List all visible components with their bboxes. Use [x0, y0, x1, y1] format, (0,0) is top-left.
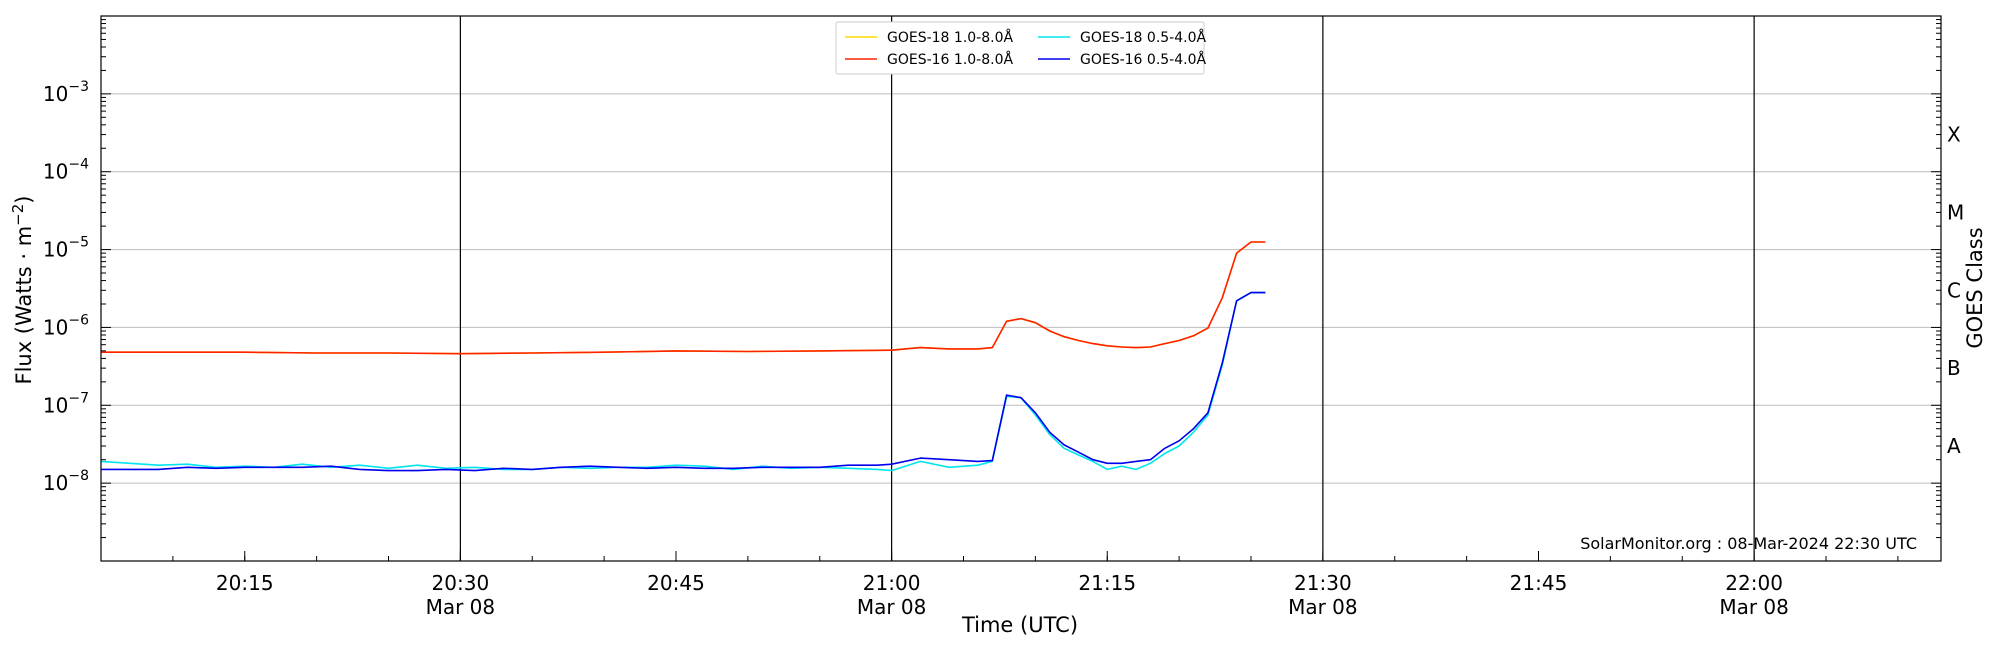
- axis-ticks: [100, 19, 1941, 562]
- y-tick-label: 10−5: [43, 235, 89, 262]
- legend-label: GOES-16 0.5-4.0Å: [1080, 51, 1206, 68]
- x-tick-label: 21:45: [1510, 571, 1568, 595]
- y-tick-label: 10−8: [43, 468, 89, 495]
- x-tick-label: 21:00: [863, 571, 921, 595]
- x-tick-label: 21:15: [1078, 571, 1136, 595]
- y-tick-label: 10−4: [43, 157, 89, 184]
- data-series: [100, 241, 1266, 472]
- x-tick-date-label: Mar 08: [857, 595, 927, 619]
- legend-label: GOES-16 1.0-8.0Å: [887, 51, 1013, 68]
- legend-label: GOES-18 1.0-8.0Å: [887, 29, 1013, 46]
- legend-items: GOES-18 1.0-8.0Å GOES-16 1.0-8.0Å GOES-18 …: [845, 29, 1206, 68]
- x-tick-date-label: Mar 08: [426, 595, 496, 619]
- goes-class-label: X: [1947, 123, 1961, 147]
- x-tick-label: 20:45: [647, 571, 705, 595]
- goes-class-label: B: [1947, 356, 1961, 380]
- x-tick-date-label: Mar 08: [1288, 595, 1358, 619]
- y-tick-label: 10−3: [43, 79, 89, 106]
- goes-class-label: C: [1947, 278, 1961, 302]
- series-line: [100, 291, 1266, 472]
- y-axis-title: Flux (Watts · m−2): [9, 195, 36, 384]
- series-line: [101, 291, 1266, 472]
- x-tick-label: 20:30: [432, 571, 490, 595]
- x-tick-label: 21:30: [1294, 571, 1352, 595]
- grid-lines: [101, 93, 1941, 484]
- x-tick-label: 22:00: [1725, 571, 1783, 595]
- goes-class-label: M: [1947, 200, 1964, 224]
- y2-axis-title: GOES Class: [1963, 227, 1987, 348]
- x-tick-label: 20:15: [216, 571, 274, 595]
- series-line: [101, 241, 1266, 355]
- x-axis-title: Time (UTC): [961, 613, 1078, 637]
- plot-frame: [100, 15, 1942, 562]
- credit-text: SolarMonitor.org : 08-Mar-2024 22:30 UTC: [1580, 534, 1917, 553]
- legend-label: GOES-18 0.5-4.0Å: [1080, 29, 1206, 46]
- y-tick-label: 10−7: [43, 390, 89, 417]
- legend-box: [835, 21, 1205, 75]
- y-tick-label: 10−6: [43, 312, 89, 339]
- x-tick-date-label: Mar 08: [1719, 595, 1789, 619]
- goes-class-label: A: [1947, 434, 1961, 458]
- legend: GOES-18 1.0-8.0Å GOES-16 1.0-8.0Å GOES-18 …: [835, 21, 1206, 75]
